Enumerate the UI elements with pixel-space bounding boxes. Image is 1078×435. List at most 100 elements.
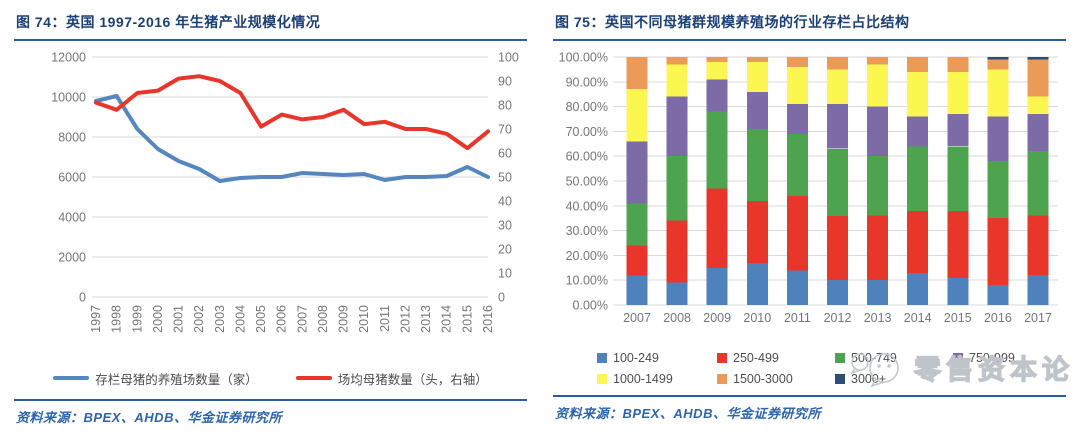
legend-item-100-249: 100-249 — [597, 349, 717, 366]
legend-item-500-749: 500-749 — [835, 349, 953, 366]
bar-segment — [626, 245, 648, 276]
svg-text:20: 20 — [498, 243, 512, 257]
figure-74-source: 资料来源：BPEX、AHDB、华金证券研究所 — [14, 399, 527, 426]
sow-herd-structure-stacked-bar-chart: 0.00% 10.00% 20.00% 30.00% 40.00% 50.00% 60.00… — [553, 47, 1066, 347]
bar-segment — [786, 133, 808, 196]
bar-segment — [907, 272, 929, 305]
bar-segment — [827, 148, 848, 216]
bar-segment — [907, 210, 929, 273]
bar-segment — [666, 156, 688, 221]
legend-label: 存栏母猪的养殖场数量（家） — [95, 372, 258, 387]
svg-text:80: 80 — [498, 99, 512, 113]
bar-segment — [867, 64, 889, 107]
svg-text:2010: 2010 — [357, 305, 371, 333]
legend-swatch-icon — [597, 352, 607, 363]
bar-segment — [706, 57, 728, 62]
svg-text:2007: 2007 — [295, 305, 309, 333]
legend-label: 250-499 — [733, 350, 779, 365]
svg-text:70: 70 — [498, 123, 512, 137]
legend-swatch-icon — [717, 352, 727, 363]
series-line — [94, 74, 490, 151]
svg-text:2003: 2003 — [213, 305, 227, 333]
y-axis-left: 0 2000 4000 6000 8000 10000 12000 — [51, 51, 86, 305]
svg-text:0: 0 — [79, 291, 86, 305]
bar-segment — [1027, 59, 1049, 97]
figure-75-source-text: 资料来源：BPEX、AHDB、华金证券研究所 — [555, 406, 821, 421]
legend-label: 3000+ — [851, 371, 887, 386]
bar-segment — [746, 262, 768, 305]
figure-74-title: 图 74：英国 1997-2016 年生猪产业规模化情况 — [14, 8, 527, 41]
svg-text:2000: 2000 — [58, 251, 86, 265]
legend-label: 场均母猪数量（头，右轴） — [337, 372, 488, 387]
svg-text:10: 10 — [498, 267, 512, 281]
gridlines — [92, 56, 488, 298]
svg-text:2011: 2011 — [378, 305, 392, 332]
bar-segment — [1027, 215, 1049, 276]
svg-text:60.00%: 60.00% — [566, 150, 608, 164]
x-axis: 1997 1998 1999 2000 2001 2002 2003 2004 2005 2006… — [89, 305, 495, 333]
bar-segment — [706, 111, 728, 189]
svg-text:100: 100 — [498, 51, 519, 65]
bar-segment — [827, 57, 848, 70]
legend-swatch-icon — [717, 373, 727, 384]
bar-segment — [626, 275, 648, 305]
figure-74-source-text: 资料来源：BPEX、AHDB、华金证券研究所 — [16, 410, 282, 425]
svg-text:4000: 4000 — [58, 211, 86, 225]
svg-text:50.00%: 50.00% — [566, 175, 608, 189]
svg-text:70.00%: 70.00% — [566, 125, 608, 139]
bar-segment — [746, 57, 768, 62]
bar-segment — [666, 220, 688, 283]
bar-segment — [786, 57, 808, 67]
bar-segment — [626, 57, 648, 90]
legend-swatch-icon — [953, 352, 963, 363]
svg-text:2008: 2008 — [316, 305, 330, 333]
series-line — [94, 94, 490, 183]
svg-text:2009: 2009 — [337, 305, 351, 333]
svg-text:2006: 2006 — [275, 305, 289, 333]
svg-text:20.00%: 20.00% — [566, 249, 608, 263]
bar-segment — [626, 89, 648, 142]
svg-text:60: 60 — [498, 147, 512, 161]
x-tick: 2007 — [623, 311, 651, 325]
figure-75-title: 图 75：英国不同母猪群规模养殖场的行业存栏占比结构 — [553, 8, 1066, 41]
bar-segment — [947, 114, 969, 147]
x-tick: 2014 — [904, 311, 932, 325]
legend-item-250-499: 250-499 — [717, 349, 835, 366]
bar-segment — [1027, 151, 1049, 216]
bar-segment — [706, 267, 728, 305]
svg-text:2004: 2004 — [233, 305, 247, 333]
pig-industry-scale-line-chart: 0 2000 4000 6000 8000 10000 12000 0 10 20 30 40 50 60… — [14, 47, 527, 365]
bar-segment — [987, 69, 1009, 117]
bar-segment — [827, 280, 848, 305]
svg-text:6000: 6000 — [58, 171, 86, 185]
svg-text:40.00%: 40.00% — [566, 199, 608, 213]
bar-segment — [947, 71, 969, 115]
svg-text:1998: 1998 — [110, 305, 124, 333]
svg-text:10000: 10000 — [51, 91, 86, 105]
legend-swatch-icon — [597, 373, 607, 384]
bar-segment — [947, 57, 969, 72]
bar-segment — [947, 277, 969, 305]
svg-text:30.00%: 30.00% — [566, 224, 608, 238]
bar-segment — [987, 161, 1009, 219]
bar-segment — [706, 62, 728, 80]
x-tick: 2011 — [784, 311, 811, 325]
legend-label: 1500-3000 — [733, 371, 793, 386]
bar-segment — [907, 116, 929, 147]
bar-segment — [626, 203, 648, 246]
figure-75-panel: 图 75：英国不同母猪群规模养殖场的行业存栏占比结构 0.00% 10.00% 20… — [539, 0, 1078, 435]
figure-74-panel: 图 74：英国 1997-2016 年生猪产业规模化情况 0 2000 4000 60… — [14, 8, 527, 426]
svg-text:2012: 2012 — [399, 305, 413, 333]
svg-text:10.00%: 10.00% — [566, 274, 608, 288]
svg-text:12000: 12000 — [51, 51, 86, 65]
bar-segment — [867, 215, 889, 281]
bar-segment — [867, 280, 889, 305]
bar-segment — [666, 57, 688, 65]
bar-segment — [867, 106, 889, 157]
figure-75-source: 资料来源：BPEX、AHDB、华金证券研究所 — [553, 395, 1066, 422]
bar-segment — [987, 116, 1009, 162]
bar-segment — [706, 79, 728, 112]
svg-text:2015: 2015 — [460, 305, 474, 333]
x-tick: 2012 — [824, 311, 852, 325]
x-tick: 2010 — [743, 311, 771, 325]
